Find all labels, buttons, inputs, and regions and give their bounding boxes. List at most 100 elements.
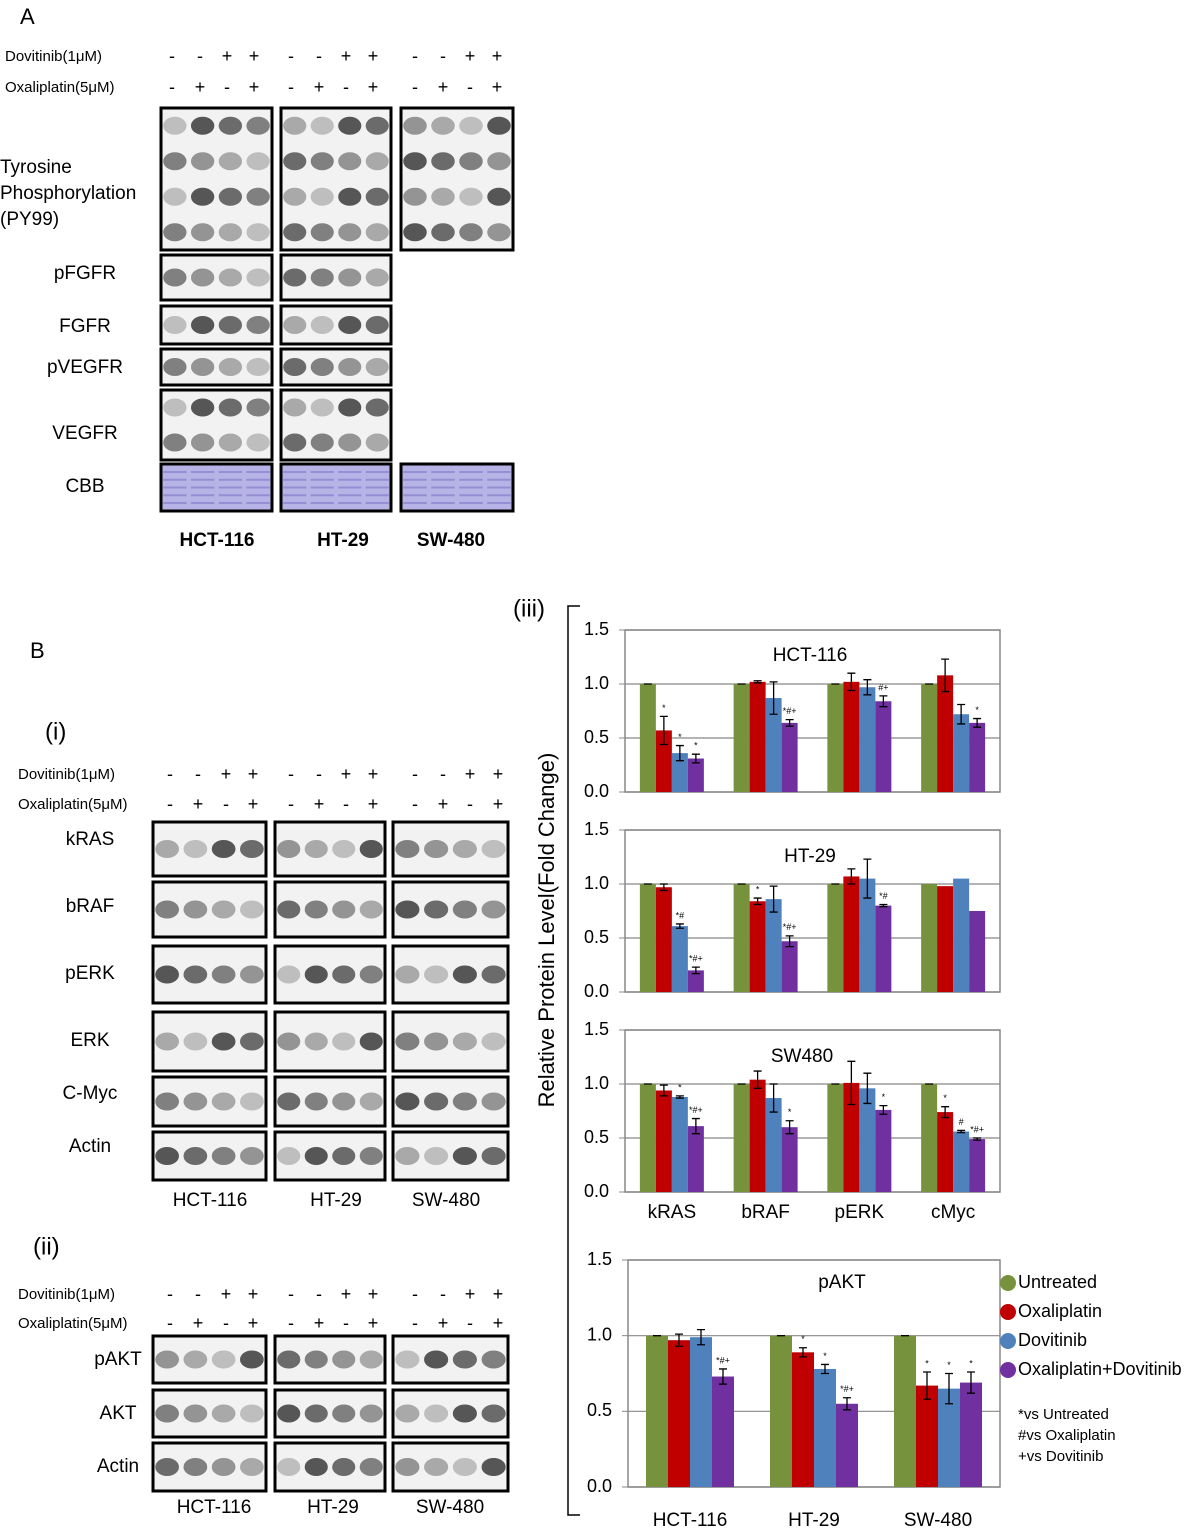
error-bar (691, 753, 700, 764)
significance-mark: * (975, 705, 979, 715)
treatment-sign: - (440, 1284, 446, 1304)
x-tick-label: pERK (835, 1202, 885, 1223)
bar (843, 876, 860, 992)
error-bar (753, 1070, 762, 1089)
blot-band (218, 187, 243, 206)
x-tick-label: SW-480 (904, 1510, 972, 1531)
bar (655, 1090, 672, 1192)
treatment-sign: + (493, 1313, 504, 1333)
treatment-sign: + (248, 794, 259, 814)
blot-band (403, 116, 427, 135)
blot-band (218, 152, 243, 171)
bar (937, 675, 954, 792)
cell-line-label: HCT-116 (173, 1190, 248, 1211)
row-label: ERK (70, 1030, 109, 1051)
treatment-sign: + (465, 764, 476, 784)
blot-band (246, 398, 270, 417)
significance-mark: *# (676, 910, 685, 920)
blot-band (359, 1147, 383, 1165)
y-tick-label: 1.5 (584, 1019, 609, 1039)
blot-band (283, 223, 307, 242)
blot-band (183, 1147, 208, 1165)
blot-band (190, 268, 215, 287)
blot-band (211, 1350, 236, 1369)
significance-mark: * (788, 1107, 792, 1117)
treatment-sign: - (195, 1284, 201, 1304)
bar (655, 730, 672, 792)
row-label: Tyrosine (0, 157, 72, 178)
legend-label: Oxaliplatin (1018, 1301, 1102, 1321)
blot-band (163, 268, 187, 287)
bar (916, 1385, 938, 1487)
bar (749, 1079, 766, 1192)
bar (894, 1335, 916, 1487)
bar (953, 714, 970, 792)
blot-band (277, 900, 301, 919)
error-bar (847, 868, 856, 885)
error-bar (691, 966, 700, 975)
error-bar (785, 718, 794, 727)
treatment-sign: + (193, 1313, 204, 1333)
blot-band (338, 433, 362, 452)
blot-band (338, 187, 362, 206)
treatment-sign: + (438, 1313, 449, 1333)
bar (646, 1335, 668, 1487)
bar (843, 1082, 860, 1192)
blot-band (163, 152, 187, 171)
cell-line-label: HT-29 (310, 1190, 362, 1211)
blot-band (163, 398, 187, 417)
treatment-sign: + (493, 794, 504, 814)
y-tick-label: 1.5 (584, 619, 609, 639)
blot-band (155, 1032, 179, 1051)
blot-band (240, 840, 264, 858)
significance-mark: * (925, 1358, 929, 1368)
blot-band (359, 900, 383, 919)
blot-band (424, 965, 449, 984)
treatment-sign: - (288, 1284, 294, 1304)
treatment-label: Dovitinib(1μM) (18, 1286, 115, 1303)
chart-title: pAKT (818, 1272, 866, 1293)
blot-band (277, 1458, 301, 1476)
treatment-sign: - (467, 77, 473, 97)
bar (921, 1084, 938, 1192)
blot-band (183, 1404, 208, 1423)
blot-band (283, 187, 307, 206)
treatment-sign: + (248, 764, 259, 784)
blot-band (155, 1092, 179, 1111)
treatment-sign: + (438, 77, 449, 97)
treatment-sign: - (412, 46, 418, 66)
blot-band (395, 900, 420, 919)
error-bar (863, 679, 872, 696)
bar (859, 687, 876, 792)
blot-band (395, 840, 420, 858)
significance-mark: *# (879, 891, 888, 901)
significance-mark: #+ (878, 682, 888, 692)
blot-band (277, 1350, 301, 1369)
significance-mark: *#+ (689, 1105, 703, 1115)
cell-line-label: SW-480 (412, 1190, 480, 1211)
blot-band (431, 152, 455, 171)
blot-band (277, 1147, 301, 1165)
treatment-sign: + (314, 77, 325, 97)
error-bar (879, 903, 888, 908)
blot-band (452, 1350, 477, 1369)
bar (749, 901, 766, 992)
blot-band (304, 1092, 328, 1111)
error-bar (863, 1072, 872, 1105)
error-bar (697, 1328, 705, 1346)
blot-band (332, 965, 356, 984)
blot-band (163, 116, 187, 135)
blot-band (310, 152, 334, 171)
treatment-label: Oxaliplatin(5μM) (18, 1315, 128, 1332)
blot-band (163, 358, 187, 376)
blot-band (218, 223, 243, 242)
bar (733, 884, 750, 992)
treatment-sign: + (465, 1284, 476, 1304)
blot-band (183, 1350, 208, 1369)
bar (765, 698, 782, 792)
subpanel-label: (ii) (33, 1233, 60, 1260)
blot-band (487, 152, 511, 171)
row-label: (PY99) (0, 209, 59, 230)
bar (639, 884, 656, 992)
bar (938, 1388, 960, 1487)
